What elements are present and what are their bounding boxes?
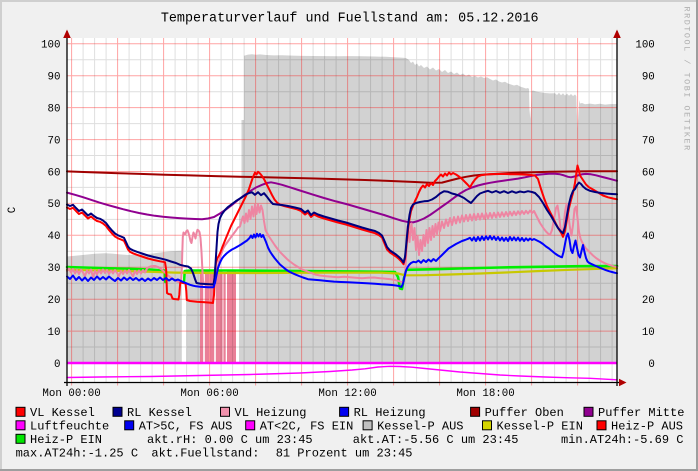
svg-text:VL Heizung: VL Heizung [235, 406, 307, 420]
svg-text:Puffer Oben: Puffer Oben [485, 406, 564, 420]
svg-text:100: 100 [41, 40, 60, 52]
svg-text:Temperaturverlauf und Fuellsta: Temperaturverlauf und Fuellstand am: 05.… [161, 12, 539, 27]
svg-text:30: 30 [642, 263, 655, 275]
svg-text:60: 60 [48, 167, 61, 179]
svg-text:Luftfeuchte: Luftfeuchte [30, 420, 109, 434]
svg-text:70: 70 [642, 135, 655, 147]
svg-text:Puffer Mitte: Puffer Mitte [598, 406, 684, 420]
svg-text:Mon 12:00: Mon 12:00 [318, 388, 376, 400]
svg-text:akt.Fuellstand:: akt.Fuellstand: [151, 447, 259, 461]
svg-text:Mon 00:00: Mon 00:00 [42, 388, 100, 400]
svg-text:50: 50 [48, 199, 61, 211]
svg-text:20: 20 [48, 295, 61, 307]
svg-text:Mon 18:00: Mon 18:00 [456, 388, 514, 400]
svg-text:81 Prozent um 23:45: 81 Prozent um 23:45 [276, 447, 413, 461]
svg-text:Heiz-P AUS: Heiz-P AUS [611, 420, 683, 434]
svg-text:0: 0 [648, 359, 654, 371]
svg-text:Kessel-P AUS: Kessel-P AUS [377, 420, 463, 434]
svg-text:20: 20 [642, 295, 655, 307]
svg-text:70: 70 [48, 135, 61, 147]
svg-text:40: 40 [642, 231, 655, 243]
svg-text:Kessel-P EIN: Kessel-P EIN [497, 420, 583, 434]
svg-text:VL Kessel: VL Kessel [30, 406, 95, 420]
svg-text:AT>5C, FS AUS: AT>5C, FS AUS [139, 420, 233, 434]
svg-text:90: 90 [48, 72, 61, 84]
svg-text:min.AT24h:-5.69 C: min.AT24h:-5.69 C [561, 433, 683, 447]
svg-text:max.AT24h:-1.25 C: max.AT24h:-1.25 C [16, 447, 138, 461]
svg-text:akt.rH: 0.00 C um 23:45: akt.rH: 0.00 C um 23:45 [147, 433, 313, 447]
svg-text:80: 80 [48, 103, 61, 115]
svg-text:Heiz-P EIN: Heiz-P EIN [30, 433, 102, 447]
svg-text:40: 40 [48, 231, 61, 243]
svg-text:0: 0 [54, 359, 60, 371]
svg-text:Mon 06:00: Mon 06:00 [180, 388, 238, 400]
svg-text:50: 50 [642, 199, 655, 211]
svg-text:C: C [7, 206, 19, 213]
svg-text:RL Kessel: RL Kessel [127, 406, 192, 420]
svg-text:30: 30 [48, 263, 61, 275]
svg-text:80: 80 [642, 103, 655, 115]
svg-text:AT<2C, FS EIN: AT<2C, FS EIN [260, 420, 354, 434]
svg-text:akt.AT:-5.56 C um 23:45: akt.AT:-5.56 C um 23:45 [353, 433, 519, 447]
svg-text:RRDTOOL / TOBI OETIKER: RRDTOOL / TOBI OETIKER [682, 7, 692, 152]
svg-text:60: 60 [642, 167, 655, 179]
svg-text:100: 100 [635, 40, 654, 52]
svg-text:RL Heizung: RL Heizung [354, 406, 426, 420]
svg-text:10: 10 [48, 327, 61, 339]
svg-text:90: 90 [642, 72, 655, 84]
svg-text:10: 10 [642, 327, 655, 339]
